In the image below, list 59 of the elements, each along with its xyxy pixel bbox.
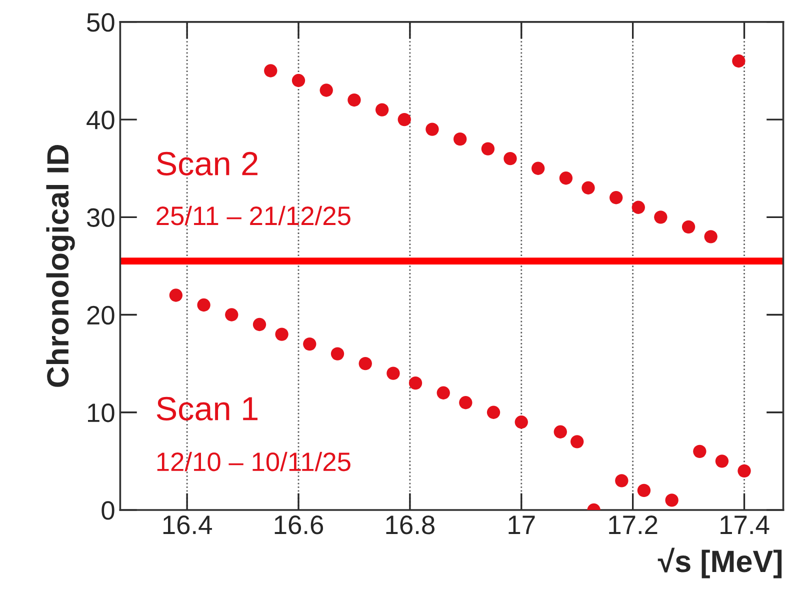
- point: [348, 93, 361, 107]
- point: [559, 172, 573, 185]
- point: [486, 406, 500, 419]
- point: [682, 220, 696, 234]
- point: [303, 337, 316, 351]
- point: [582, 181, 595, 194]
- point: [330, 347, 344, 360]
- point: [632, 200, 645, 214]
- point: [615, 474, 628, 488]
- x-tick-label: 17.4: [720, 516, 770, 534]
- point: [693, 444, 706, 458]
- y-tick-label: 30: [86, 208, 114, 227]
- point: [610, 191, 623, 204]
- point: [732, 54, 746, 68]
- point: [408, 376, 422, 390]
- annotation: Scan 1: [156, 396, 258, 421]
- annotation: 12/10 – 10/11/25: [157, 452, 350, 472]
- point: [570, 435, 584, 448]
- point: [275, 328, 288, 341]
- x-tick-label: 17: [508, 516, 535, 534]
- y-tick-label: 50: [87, 13, 114, 32]
- point: [665, 494, 678, 507]
- point: [637, 484, 651, 498]
- point: [715, 454, 729, 468]
- point: [504, 152, 517, 166]
- x-tick-label: 16.4: [163, 516, 212, 534]
- x-tick-label: 16.8: [386, 516, 434, 534]
- point: [554, 425, 567, 438]
- point: [225, 308, 238, 322]
- point: [197, 298, 210, 312]
- x-tick-label: 17.2: [609, 516, 658, 534]
- point: [654, 210, 668, 224]
- x-axis-title: √s [MeV]: [658, 548, 782, 578]
- point: [459, 396, 472, 410]
- x-tick-label: 16.6: [274, 516, 324, 534]
- annotation: 25/11 – 21/12/25: [156, 206, 350, 226]
- point: [426, 122, 439, 136]
- point: [169, 288, 183, 302]
- y-tick-label: 40: [86, 110, 114, 130]
- point: [264, 64, 278, 78]
- point: [375, 103, 389, 116]
- point: [454, 132, 467, 146]
- point: [436, 386, 450, 400]
- point: [398, 112, 411, 126]
- y-tick-label: 10: [88, 404, 114, 422]
- point: [481, 142, 495, 156]
- y-axis-title: Chronological ID: [46, 145, 75, 387]
- point: [292, 74, 306, 88]
- point: [738, 464, 751, 478]
- point: [252, 318, 266, 332]
- point: [704, 230, 718, 244]
- point: [532, 162, 545, 175]
- point: [386, 366, 400, 380]
- point: [514, 416, 528, 429]
- y-tick-label: 0: [102, 501, 114, 520]
- annotation: Scan 2: [156, 152, 258, 176]
- point: [320, 84, 333, 97]
- y-tick-label: 20: [87, 306, 114, 325]
- point: [358, 356, 372, 370]
